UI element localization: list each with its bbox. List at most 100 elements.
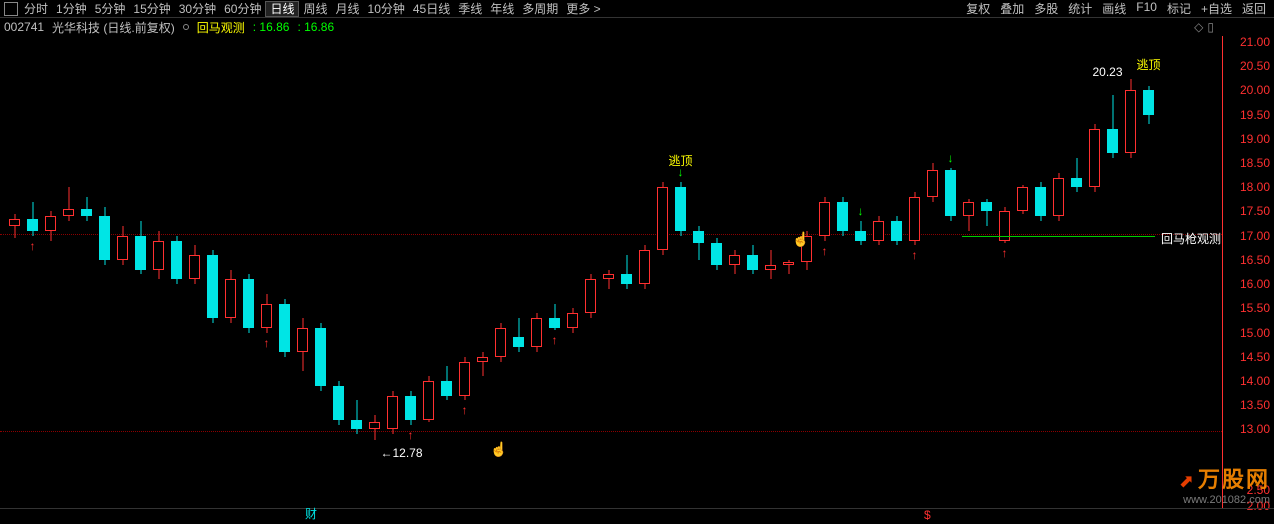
toolbar-action-8[interactable]: 返回: [1238, 0, 1270, 17]
candle[interactable]: [566, 36, 579, 508]
timeframe-4[interactable]: 30分钟: [175, 2, 220, 16]
candle[interactable]: [44, 36, 57, 508]
candle[interactable]: [260, 36, 273, 508]
candle[interactable]: [98, 36, 111, 508]
timeframe-8[interactable]: 月线: [332, 2, 364, 16]
y-tick: 13.00: [1240, 423, 1270, 435]
candle[interactable]: [584, 36, 597, 508]
candle[interactable]: [224, 36, 237, 508]
candle[interactable]: [152, 36, 165, 508]
candle[interactable]: [1034, 36, 1047, 508]
candle[interactable]: [296, 36, 309, 508]
candle[interactable]: [530, 36, 543, 508]
watermark-url: www.201082.com: [1179, 494, 1270, 506]
candle[interactable]: [170, 36, 183, 508]
watermark-arrow-icon: ⬈: [1179, 471, 1194, 492]
candle[interactable]: [206, 36, 219, 508]
candle[interactable]: [746, 36, 759, 508]
candle[interactable]: [422, 36, 435, 508]
y-tick: 19.50: [1240, 109, 1270, 121]
candle[interactable]: [386, 36, 399, 508]
candle[interactable]: [278, 36, 291, 508]
signal-line-label: 回马枪观测: [1161, 230, 1221, 247]
candle[interactable]: [656, 36, 669, 508]
timeframe-2[interactable]: 5分钟: [91, 2, 130, 16]
candle[interactable]: [458, 36, 471, 508]
candle[interactable]: [692, 36, 705, 508]
candle[interactable]: [1052, 36, 1065, 508]
toolbar-action-2[interactable]: 多股: [1030, 0, 1062, 17]
candle[interactable]: [602, 36, 615, 508]
candle[interactable]: [836, 36, 849, 508]
timeframe-10[interactable]: 45日线: [409, 2, 454, 16]
candle[interactable]: [1124, 36, 1137, 508]
candle[interactable]: [440, 36, 453, 508]
candle[interactable]: [872, 36, 885, 508]
buy-arrow-icon: ↑: [30, 240, 36, 252]
candlestick-chart[interactable]: ↑↑↑↑↑↓↑↓↑↓↑逃顶逃顶←12.7820.23回马枪观测☝☝: [0, 36, 1222, 508]
timeframe-3[interactable]: 15分钟: [129, 2, 174, 16]
candle[interactable]: [998, 36, 1011, 508]
candle[interactable]: [854, 36, 867, 508]
event-marker[interactable]: 财: [305, 505, 317, 522]
candle[interactable]: [8, 36, 21, 508]
timeframe-1[interactable]: 1分钟: [52, 2, 91, 16]
candle[interactable]: [512, 36, 525, 508]
candle[interactable]: [116, 36, 129, 508]
candle[interactable]: [674, 36, 687, 508]
chevron-icon[interactable]: ◇: [1194, 20, 1203, 34]
candle[interactable]: [26, 36, 39, 508]
candle[interactable]: [800, 36, 813, 508]
candle[interactable]: [1016, 36, 1029, 508]
toolbar-action-3[interactable]: 统计: [1064, 0, 1096, 17]
candle[interactable]: [764, 36, 777, 508]
candle[interactable]: [620, 36, 633, 508]
candle[interactable]: [944, 36, 957, 508]
candle[interactable]: [890, 36, 903, 508]
candle[interactable]: [980, 36, 993, 508]
candle[interactable]: [1088, 36, 1101, 508]
candle[interactable]: [80, 36, 93, 508]
candle[interactable]: [314, 36, 327, 508]
candle[interactable]: [134, 36, 147, 508]
candle[interactable]: [548, 36, 561, 508]
candle[interactable]: [710, 36, 723, 508]
timeframe-13[interactable]: 多周期: [518, 2, 562, 16]
candle[interactable]: [1106, 36, 1119, 508]
candle[interactable]: [926, 36, 939, 508]
toolbar-action-5[interactable]: F10: [1132, 0, 1161, 17]
timeframe-14[interactable]: 更多 >: [562, 2, 604, 16]
candle[interactable]: [962, 36, 975, 508]
candle[interactable]: [476, 36, 489, 508]
candle[interactable]: [1070, 36, 1083, 508]
candle[interactable]: [332, 36, 345, 508]
event-marker[interactable]: $: [924, 508, 931, 522]
candle[interactable]: [818, 36, 831, 508]
toolbar-grid-icon[interactable]: [4, 2, 18, 16]
timeframe-5[interactable]: 60分钟: [220, 2, 265, 16]
timeframe-0[interactable]: 分时: [20, 2, 52, 16]
timeframe-11[interactable]: 季线: [454, 2, 486, 16]
candle[interactable]: [1142, 36, 1155, 508]
candle[interactable]: [188, 36, 201, 508]
timeframe-7[interactable]: 周线: [299, 2, 331, 16]
toolbar-action-4[interactable]: 画线: [1098, 0, 1130, 17]
timeframe-9[interactable]: 10分钟: [364, 2, 409, 16]
panel-icon[interactable]: ▯: [1207, 20, 1214, 34]
candle[interactable]: [368, 36, 381, 508]
candle[interactable]: [728, 36, 741, 508]
toolbar-action-7[interactable]: +自选: [1197, 0, 1236, 17]
candle[interactable]: [350, 36, 363, 508]
timeframe-6[interactable]: 日线: [265, 1, 299, 17]
candle[interactable]: [782, 36, 795, 508]
candle[interactable]: [908, 36, 921, 508]
candle[interactable]: [494, 36, 507, 508]
toolbar-action-0[interactable]: 复权: [962, 0, 994, 17]
toolbar-action-1[interactable]: 叠加: [996, 0, 1028, 17]
candle[interactable]: [62, 36, 75, 508]
candle[interactable]: [638, 36, 651, 508]
buy-arrow-icon: ↑: [408, 429, 414, 441]
toolbar-action-6[interactable]: 标记: [1163, 0, 1195, 17]
timeframe-12[interactable]: 年线: [486, 2, 518, 16]
candle[interactable]: [242, 36, 255, 508]
